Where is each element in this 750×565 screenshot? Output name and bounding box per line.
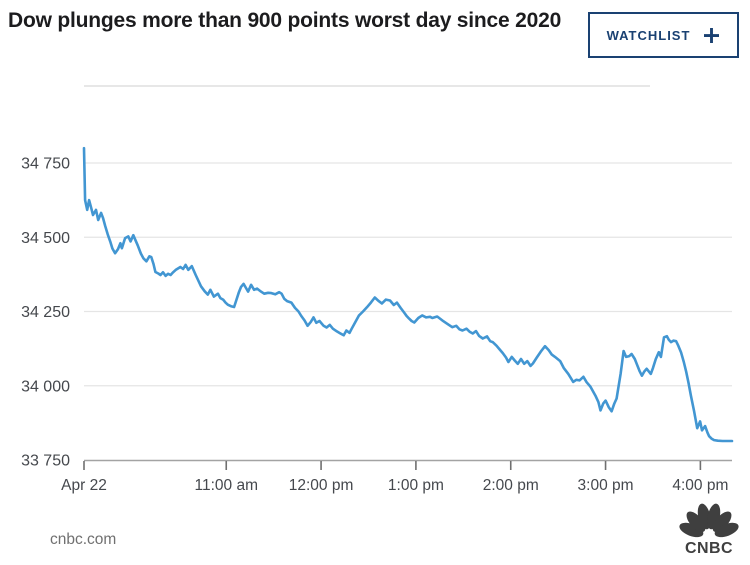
page-title: Dow plunges more than 900 points worst d… <box>8 9 562 32</box>
y-tick-label: 34 750 <box>21 156 70 173</box>
y-tick-label: 34 000 <box>21 378 70 395</box>
cnbc-logo: CNBC <box>679 503 739 557</box>
x-tick-label: 11:00 am <box>195 477 258 494</box>
header-divider <box>84 85 650 87</box>
y-axis-labels: 34 750 34 500 34 250 34 000 33 750 <box>21 156 70 470</box>
price-line <box>82 146 734 443</box>
x-axis: Apr 22 11:00 am 12:00 pm 1:00 pm 2:00 pm 3:00… <box>61 459 732 494</box>
x-tick-label: 3:00 pm <box>578 477 634 494</box>
x-tick-label: 12:00 pm <box>289 477 354 494</box>
peacock-icon <box>679 503 739 538</box>
price-line-path <box>82 146 734 443</box>
plus-icon <box>704 27 720 43</box>
gridlines <box>84 162 732 387</box>
watchlist-button[interactable]: WATCHLIST <box>588 12 739 58</box>
cnbc-logo-text: CNBC <box>685 540 733 557</box>
y-tick-label: 34 500 <box>21 230 70 247</box>
source-credit: cnbc.com <box>50 531 117 548</box>
x-tick-label: 1:00 pm <box>388 477 444 494</box>
y-tick-label: 33 750 <box>21 453 70 470</box>
x-tick-label: Apr 22 <box>61 477 107 494</box>
watchlist-button-label: WATCHLIST <box>606 27 691 43</box>
x-tick-label: 2:00 pm <box>483 477 539 494</box>
y-tick-label: 34 250 <box>21 304 70 321</box>
x-tick-label: 4:00 pm <box>672 477 728 494</box>
